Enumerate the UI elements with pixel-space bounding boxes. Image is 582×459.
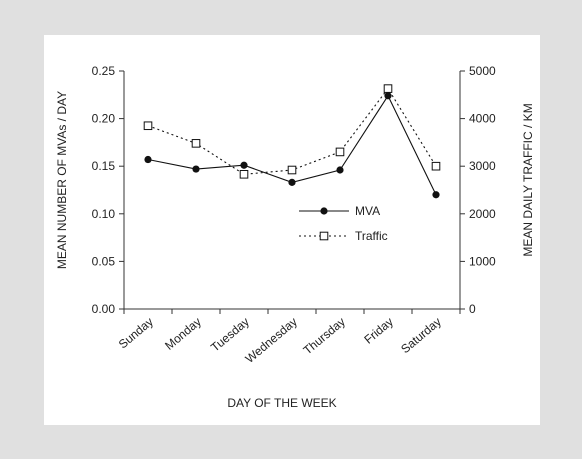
x-tick-label: Sunday xyxy=(116,315,156,352)
legend-marker-traffic xyxy=(319,231,329,241)
data-point-mva xyxy=(144,155,152,164)
series-layer xyxy=(143,84,441,199)
y-tick-label: 0.20 xyxy=(92,112,116,126)
legend-marker-mva xyxy=(320,207,328,215)
y2-axis-label: MEAN DAILY TRAFFIC / KM xyxy=(521,103,535,256)
data-point-traffic xyxy=(335,147,345,157)
y-tick-label: 0.05 xyxy=(92,254,116,268)
x-tick-label: Thursday xyxy=(301,315,348,358)
data-point-traffic xyxy=(239,169,249,179)
chart-panel: 0.00 0.05 0.10 0.15 0.20 0.25 0 1000 2000 3000 400… xyxy=(14,15,567,442)
y-tick-label: 0.10 xyxy=(92,207,116,221)
x-tick-label: Saturday xyxy=(398,315,444,357)
x-tick-label: Friday xyxy=(361,315,396,347)
data-point-mva xyxy=(288,178,296,186)
x-tick-label: Monday xyxy=(162,315,204,353)
y-axis-label: MEAN NUMBER OF MVAs / DAY xyxy=(55,91,69,269)
legend: MVA Traffic xyxy=(299,204,388,243)
y2-tick-label: 3000 xyxy=(469,159,496,173)
y-tick-label: 0.15 xyxy=(92,159,116,173)
data-point-mva xyxy=(192,165,200,173)
y2-tick-label: 0 xyxy=(469,302,476,316)
series-line-traffic xyxy=(147,87,437,175)
y2-tick-label: 4000 xyxy=(469,112,496,126)
chart-area: 0.00 0.05 0.10 0.15 0.20 0.25 0 1000 2000 3000 400… xyxy=(44,35,540,425)
line-chart: 0.00 0.05 0.10 0.15 0.20 0.25 0 1000 2000 3000 400… xyxy=(55,64,535,410)
x-tick-label: Tuesday xyxy=(208,315,252,355)
data-point-traffic xyxy=(383,84,393,93)
data-point-mva xyxy=(432,191,440,199)
data-point-mva xyxy=(336,166,344,174)
data-point-mva xyxy=(384,92,392,100)
data-point-mva xyxy=(240,161,248,169)
y2-tick-label: 5000 xyxy=(469,64,496,78)
data-point-traffic xyxy=(143,121,153,131)
y2-tick-label: 2000 xyxy=(469,207,496,221)
y-tick-label: 0.00 xyxy=(92,302,116,316)
x-axis-label: DAY OF THE WEEK xyxy=(227,396,336,410)
axes: 0.00 0.05 0.10 0.15 0.20 0.25 0 1000 2000 3000 400… xyxy=(92,64,496,366)
data-point-traffic xyxy=(287,165,297,175)
data-point-traffic xyxy=(191,139,201,148)
y-tick-label: 0.25 xyxy=(92,64,116,78)
legend-label-mva: MVA xyxy=(355,204,380,218)
y2-tick-label: 1000 xyxy=(469,254,496,268)
x-tick-label: Wednesday xyxy=(243,315,300,366)
legend-label-traffic: Traffic xyxy=(355,229,388,243)
data-point-traffic xyxy=(431,161,441,171)
